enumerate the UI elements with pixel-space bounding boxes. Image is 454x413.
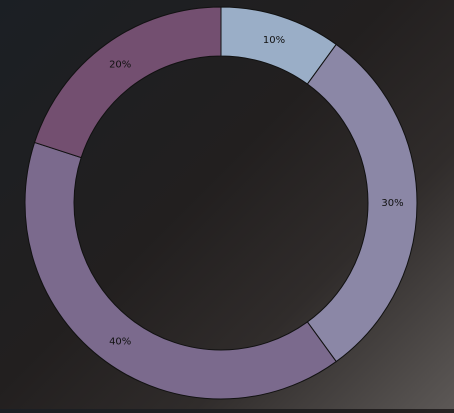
donut-slice-label: 40%: [109, 337, 131, 348]
donut-slice-20-percent: [33, 6, 222, 159]
donut-slice-label: 30%: [381, 198, 403, 209]
donut-slice-label: 10%: [263, 35, 285, 46]
donut-slice-40-percent: [24, 141, 337, 400]
donut-labels: 10% 30% 40% 20%: [109, 35, 404, 348]
donut-slice-label: 20%: [109, 59, 131, 70]
donut-slices: [24, 6, 418, 400]
